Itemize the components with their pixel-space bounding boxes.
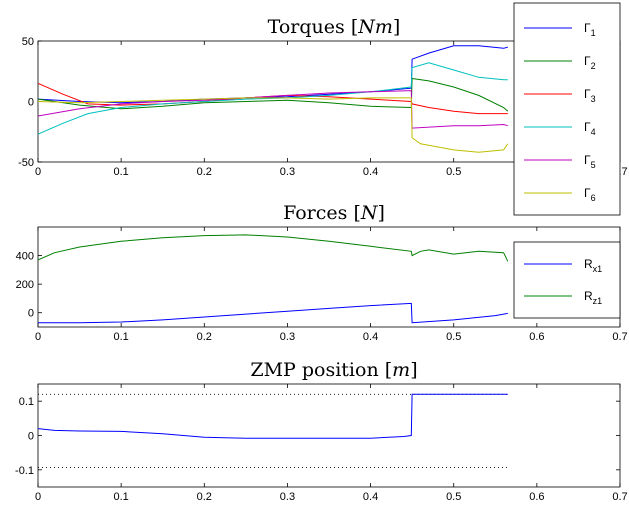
y-tick-label: 0.1 — [19, 396, 34, 408]
x-tick-label: 0.4 — [363, 491, 378, 503]
forces-panel: Forces [N] 0 0.1 0.2 0.3 0.4 0.5 0.6 0.7 0 200 400 R… — [16, 202, 628, 343]
title-main: Forces — [283, 202, 353, 224]
torques-panel: Torques [Nm]00.10.20.30.40.50.60.7-50050… — [18, 2, 628, 216]
y-tick-label: 50 — [22, 36, 34, 48]
x-tick-label: 0.2 — [197, 166, 212, 178]
x-tick-label: 0.3 — [280, 491, 295, 503]
legend-label: Rz1 — [584, 289, 602, 306]
legend-label: Γ2 — [584, 54, 596, 71]
y-tick-label: 0 — [28, 431, 34, 443]
x-tick-label: 0.4 — [363, 166, 378, 178]
legend-label-base: R — [584, 289, 593, 303]
legend-label-subscript: 5 — [591, 160, 596, 170]
legend-label-base: Γ — [584, 186, 591, 200]
series-line-rx1 — [38, 302, 508, 324]
series-line-3 — [38, 82, 508, 115]
x-tick-label: 0 — [35, 331, 41, 343]
title-bracket-right: ] — [393, 16, 400, 38]
legend-label-base: Γ — [584, 54, 591, 68]
x-tick-label: 0.5 — [446, 166, 461, 178]
legend-label-subscript: z1 — [593, 296, 603, 306]
legend-label-base: Γ — [584, 21, 591, 35]
zmp-panel: ZMP position [m] 0 0.1 0.2 0.3 0.4 0.5 0.6 0.7 -0… — [15, 359, 628, 503]
y-tick-label: -0.1 — [15, 465, 34, 477]
legend-label: Rx1 — [584, 257, 602, 274]
x-tick-label: 0.1 — [113, 331, 128, 343]
legend-box — [513, 241, 621, 319]
y-tick-label: 0 — [28, 97, 34, 109]
zmp-title: ZMP position [m] — [250, 359, 417, 381]
series-line-rz1 — [38, 234, 509, 262]
x-tick-label: 0.4 — [363, 331, 378, 343]
x-tick-label: 0.5 — [446, 331, 461, 343]
legend-label-subscript: 1 — [591, 28, 596, 38]
x-tick-label: 0.2 — [197, 491, 212, 503]
series-line-5 — [38, 90, 508, 129]
legend-label: Γ6 — [584, 186, 596, 203]
legend-box — [513, 2, 621, 216]
series-line-2 — [38, 77, 509, 112]
x-tick-label: 0 — [35, 166, 41, 178]
x-tick-label: 0.7 — [612, 491, 627, 503]
legend-label: Γ3 — [584, 87, 596, 104]
legend-label: Γ4 — [584, 120, 596, 137]
forces-title: Forces [N] — [283, 202, 385, 224]
legend-label-base: Γ — [584, 153, 591, 167]
title-variable: N — [360, 202, 379, 224]
title-variable: Nm — [357, 16, 393, 38]
legend-label-base: Γ — [584, 120, 591, 134]
legend-label-subscript: 6 — [591, 193, 596, 203]
x-tick-label: 0.6 — [529, 491, 544, 503]
series-line-4 — [38, 62, 508, 135]
series-line-6 — [38, 97, 509, 153]
y-tick-label: -50 — [18, 157, 34, 169]
x-tick-label: 0.5 — [446, 491, 461, 503]
title-main: ZMP position — [250, 359, 384, 381]
title-bracket-left: [ — [353, 202, 360, 224]
title-bracket-right: ] — [410, 359, 417, 381]
legend-label-base: Γ — [584, 87, 591, 101]
x-tick-label: 0.1 — [113, 166, 128, 178]
y-tick-label: 400 — [16, 251, 34, 263]
series-line-zmp — [38, 393, 508, 439]
title-bracket-left: [ — [385, 359, 392, 381]
title-variable: m — [392, 359, 410, 381]
zmp-axes-box — [37, 383, 621, 488]
series-line-1 — [38, 45, 508, 104]
legend-label-subscript: x1 — [593, 264, 603, 274]
y-tick-label: 0 — [28, 308, 34, 320]
x-tick-label: 0.3 — [280, 166, 295, 178]
legend-label-subscript: 4 — [591, 127, 596, 137]
x-tick-label: 0.6 — [529, 331, 544, 343]
x-tick-label: 0 — [35, 491, 41, 503]
x-tick-label: 0.7 — [612, 331, 627, 343]
x-tick-label: 0.2 — [197, 331, 212, 343]
title-bracket-left: [ — [351, 16, 358, 38]
legend-label-base: R — [584, 257, 593, 271]
x-tick-label: 0.1 — [113, 491, 128, 503]
legend-label-subscript: 2 — [591, 61, 596, 71]
legend-label-subscript: 3 — [591, 94, 596, 104]
legend-label: Γ5 — [584, 153, 596, 170]
y-tick-label: 200 — [16, 279, 34, 291]
title-main: Torques — [268, 16, 351, 38]
legend-label: Γ1 — [584, 21, 596, 38]
title-bracket-right: ] — [377, 202, 384, 224]
x-tick-label: 0.3 — [280, 331, 295, 343]
torques-title: Torques [Nm] — [268, 16, 401, 38]
